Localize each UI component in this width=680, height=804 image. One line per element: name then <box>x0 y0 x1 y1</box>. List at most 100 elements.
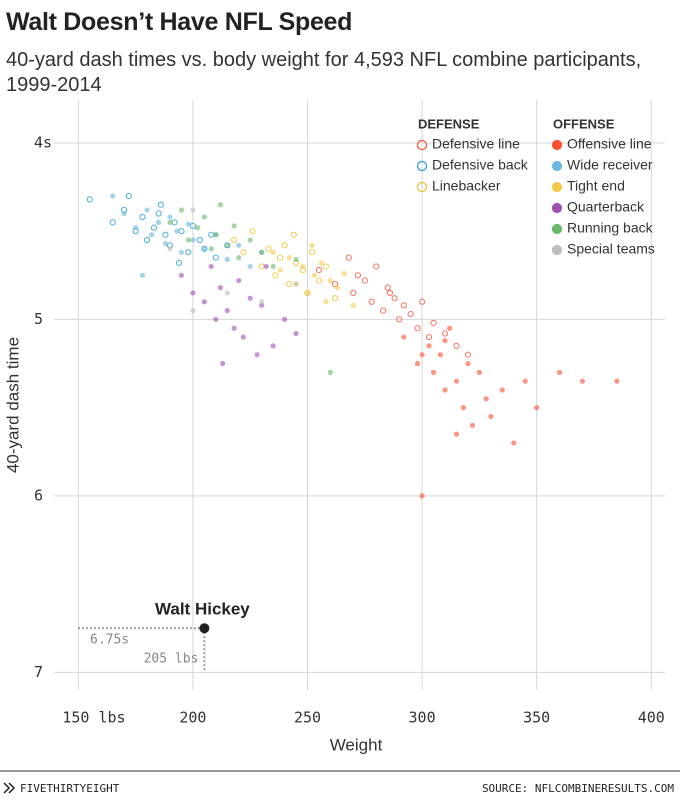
point <box>201 246 207 252</box>
point <box>290 231 297 238</box>
point <box>176 259 183 267</box>
point <box>315 266 323 274</box>
point <box>178 249 185 255</box>
y-tick-label: 4s <box>34 133 52 151</box>
legend-marker <box>551 223 563 235</box>
point <box>185 249 192 256</box>
point <box>178 272 185 278</box>
point <box>442 337 448 344</box>
point <box>109 219 116 226</box>
point <box>213 316 219 323</box>
point <box>213 232 219 238</box>
point <box>426 343 432 349</box>
point <box>212 254 219 261</box>
point <box>259 249 265 255</box>
legend-header: DEFENSE <box>418 116 480 131</box>
point <box>162 240 169 247</box>
legend-marker <box>416 181 428 193</box>
point <box>143 236 151 244</box>
chart-title: Walt Doesn’t Have NFL Speed <box>6 8 353 36</box>
point <box>469 422 476 428</box>
legend-marker <box>551 202 563 214</box>
legend-label: Tight end <box>567 178 625 194</box>
point <box>190 237 196 243</box>
x-tick-label: 150 lbs <box>62 709 125 727</box>
point <box>185 221 191 227</box>
point <box>167 246 173 252</box>
y-axis-title: 40-yard dash time <box>3 337 22 473</box>
point <box>174 228 180 234</box>
point <box>281 242 288 249</box>
point <box>190 290 196 296</box>
point <box>189 222 197 229</box>
point <box>446 325 453 331</box>
point <box>579 378 586 384</box>
point <box>149 232 155 238</box>
point <box>270 249 276 255</box>
point <box>224 290 230 296</box>
legend: DEFENSE Defensive line Defensive back Lineb… <box>416 116 655 257</box>
point <box>334 285 340 291</box>
point <box>196 236 203 244</box>
point <box>293 256 299 263</box>
x-tick-label: 200 <box>179 709 206 727</box>
point <box>157 201 164 208</box>
y-tick-label: 5 <box>34 310 43 328</box>
highlight-point <box>199 623 210 634</box>
point <box>345 254 352 261</box>
point <box>354 272 362 279</box>
legend-marker <box>551 139 563 151</box>
point <box>133 225 139 231</box>
point <box>217 202 224 208</box>
point <box>86 196 93 203</box>
point <box>231 236 238 244</box>
point <box>556 369 563 375</box>
point <box>308 249 316 256</box>
point <box>400 302 407 309</box>
point <box>304 290 311 296</box>
legend-label: Quarterback <box>567 199 645 215</box>
point <box>396 316 403 323</box>
point <box>224 242 230 248</box>
point <box>276 254 284 261</box>
point <box>277 267 283 273</box>
point <box>178 207 185 213</box>
point <box>414 325 421 332</box>
legend-marker <box>416 160 428 172</box>
point <box>373 263 380 270</box>
point <box>236 242 242 248</box>
point <box>465 360 471 367</box>
point <box>293 330 299 337</box>
legend-label: Defensive line <box>432 136 520 152</box>
point <box>300 263 306 270</box>
x-tick-label: 250 <box>294 709 321 727</box>
legend-marker <box>551 244 563 256</box>
point <box>249 228 256 235</box>
point <box>224 256 230 263</box>
legend-marker <box>551 181 563 193</box>
x-axis-title: Weight <box>330 735 383 754</box>
point <box>380 307 387 314</box>
point <box>247 263 253 270</box>
point <box>286 255 292 261</box>
point <box>167 214 173 220</box>
legend-label: Special teams <box>567 241 655 257</box>
point <box>323 299 329 305</box>
legend-marker <box>416 139 428 151</box>
x-tick-label: 300 <box>409 709 436 727</box>
point <box>318 260 324 266</box>
point <box>368 298 375 305</box>
point <box>430 369 437 375</box>
legend-label: Wide receiver <box>567 157 653 173</box>
y-tick-label: 7 <box>34 663 43 681</box>
x-tick-label: 350 <box>523 709 550 727</box>
point <box>386 289 394 297</box>
point <box>350 289 357 297</box>
point <box>110 193 116 199</box>
point <box>201 214 207 220</box>
point <box>231 325 237 331</box>
brand-icon <box>3 782 16 794</box>
point <box>460 405 466 411</box>
